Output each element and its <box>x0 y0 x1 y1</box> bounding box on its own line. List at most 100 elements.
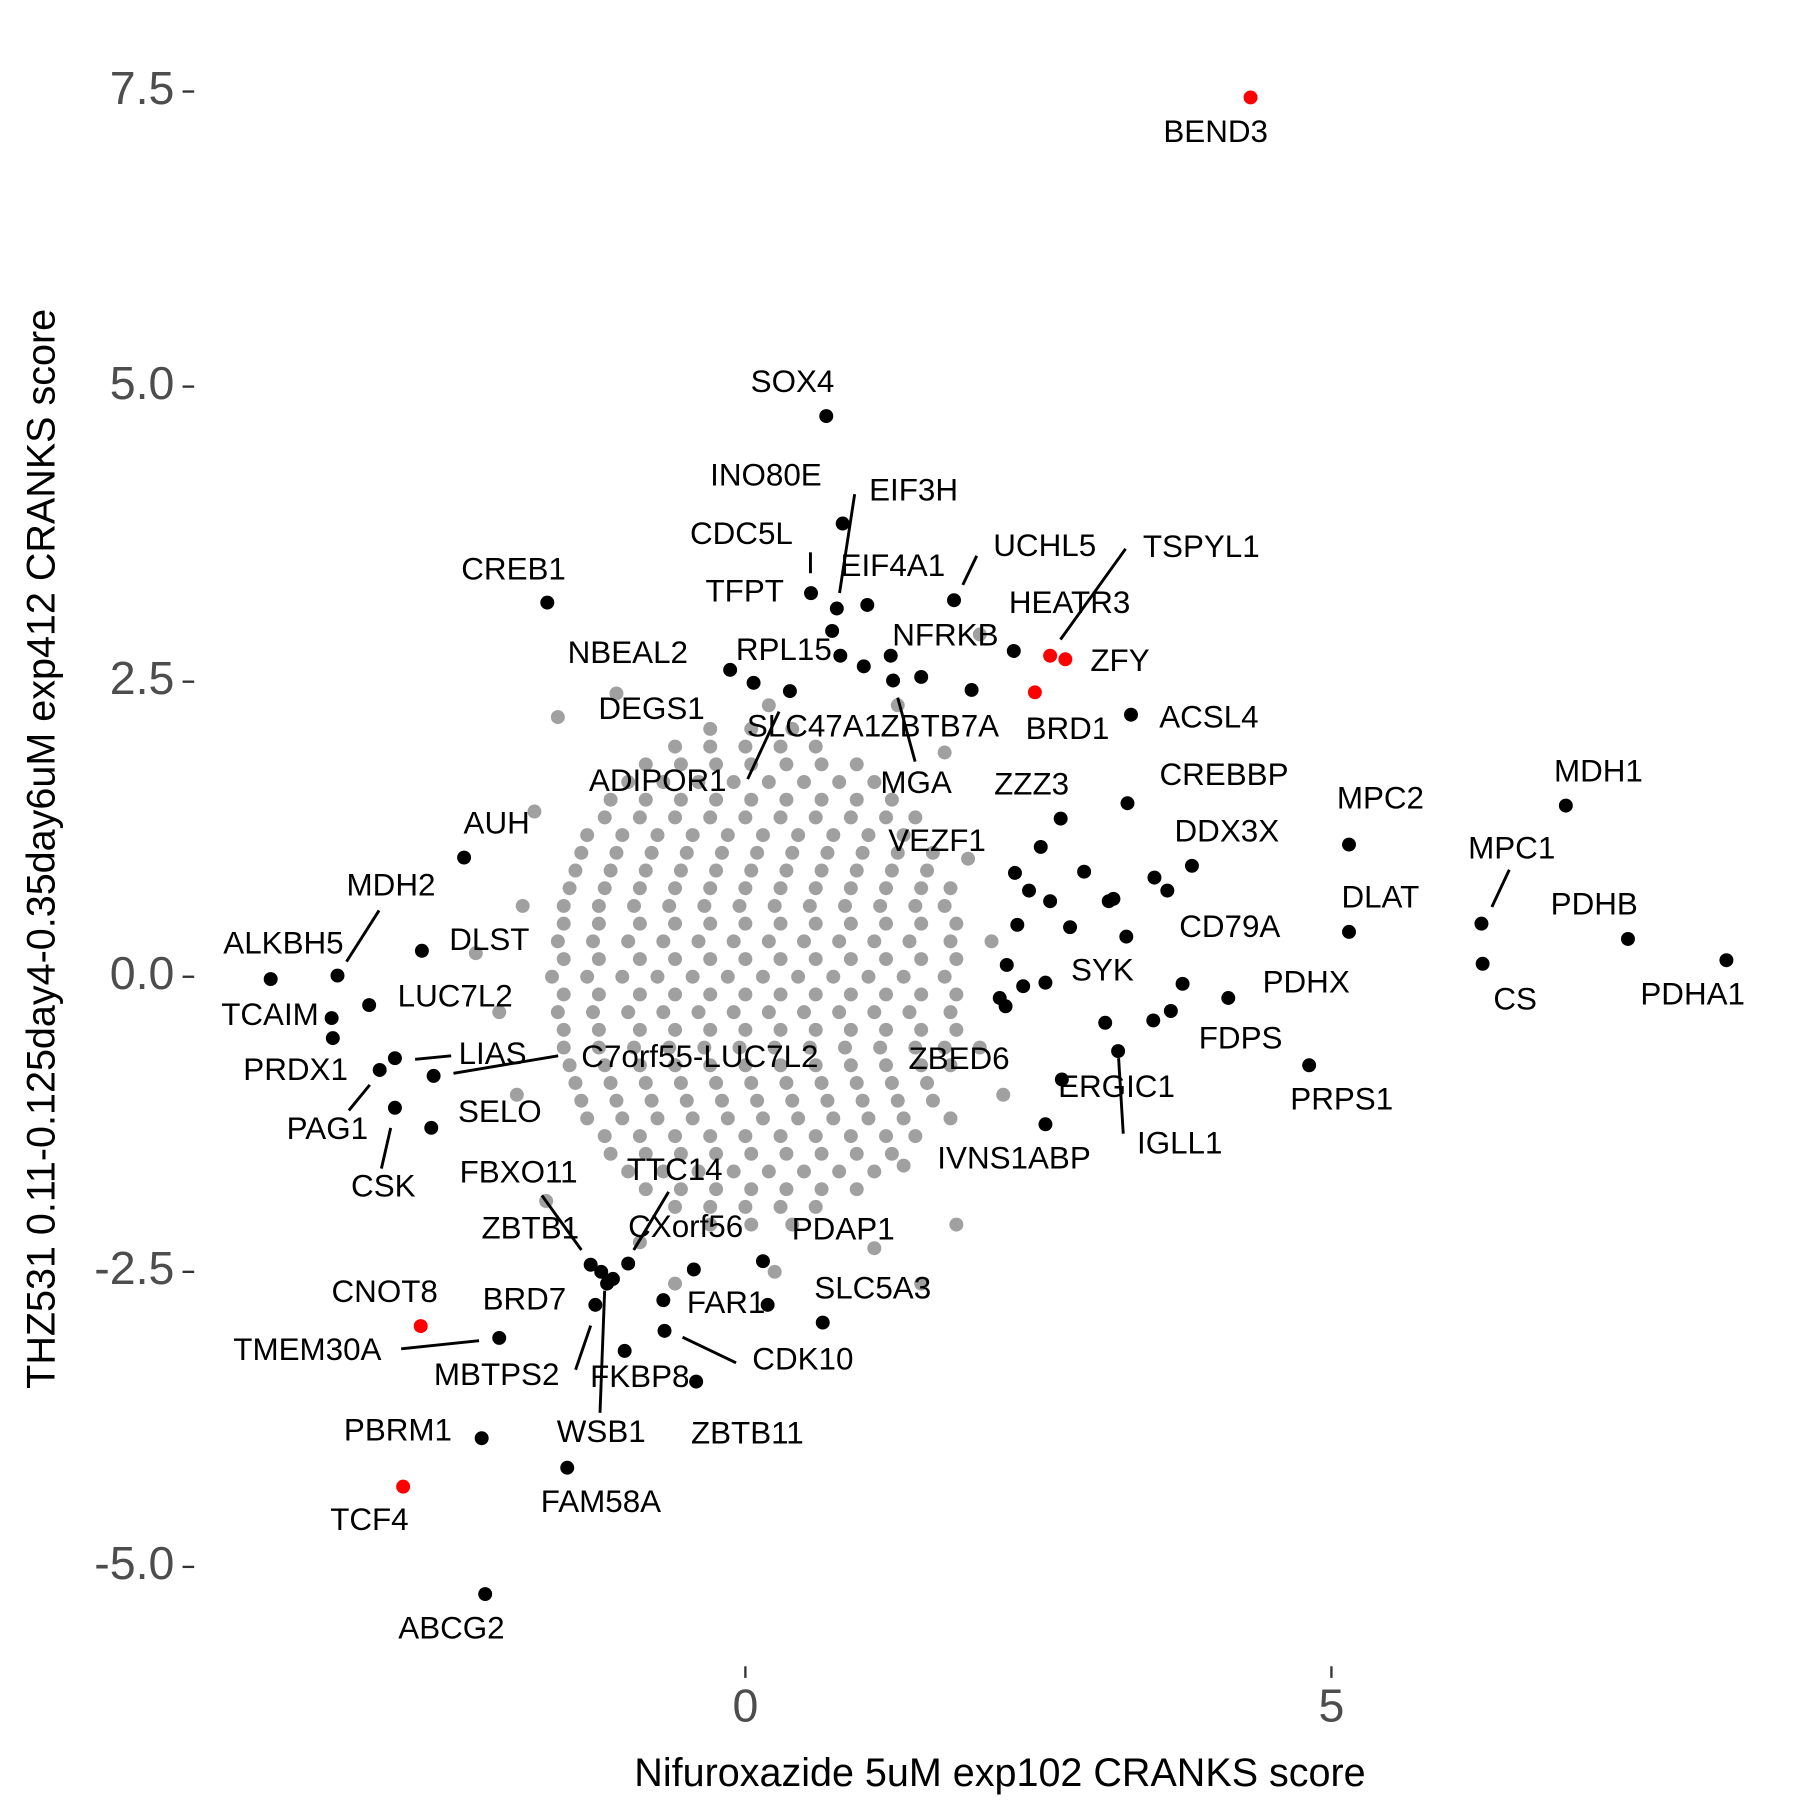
point <box>779 1182 794 1197</box>
point <box>709 1146 724 1161</box>
point <box>843 1129 858 1144</box>
point <box>984 934 999 949</box>
point <box>908 898 923 913</box>
y-tick-label: 5.0 <box>110 357 175 409</box>
point <box>673 792 688 807</box>
point <box>726 934 741 949</box>
point <box>744 1076 759 1090</box>
point <box>896 828 911 843</box>
point <box>1184 858 1199 873</box>
point <box>896 969 911 984</box>
point <box>679 845 694 860</box>
point <box>949 916 964 931</box>
point <box>782 684 797 699</box>
point <box>861 828 876 843</box>
point <box>773 810 788 825</box>
point <box>1620 932 1635 946</box>
point <box>656 1164 671 1179</box>
point-label: CDK10 <box>752 1341 853 1376</box>
point <box>1243 90 1258 105</box>
point <box>668 1276 683 1291</box>
point <box>621 775 636 789</box>
point <box>562 1058 577 1073</box>
leader-line <box>632 1191 670 1251</box>
point <box>914 952 929 967</box>
point <box>615 969 630 984</box>
point <box>808 1199 823 1214</box>
point <box>656 1005 671 1020</box>
point <box>387 1051 402 1066</box>
point <box>855 845 870 860</box>
point <box>808 1129 823 1144</box>
point-label: TCF4 <box>330 1502 408 1537</box>
point <box>668 810 683 825</box>
point <box>597 881 612 896</box>
point <box>843 987 858 1002</box>
point <box>890 845 905 860</box>
point-label: CNOT8 <box>332 1274 438 1309</box>
point-label: TCAIM <box>221 997 319 1032</box>
point <box>723 662 738 677</box>
y-tick-label: 2.5 <box>110 652 175 704</box>
point <box>855 1093 870 1108</box>
point <box>703 952 718 967</box>
point <box>947 593 961 608</box>
point <box>615 1111 630 1126</box>
point <box>703 721 718 736</box>
point <box>738 952 753 967</box>
point <box>644 845 659 860</box>
point <box>691 775 706 789</box>
point <box>621 1005 636 1020</box>
point <box>833 648 848 663</box>
point <box>1175 976 1190 991</box>
point <box>703 916 718 931</box>
point <box>1027 685 1042 700</box>
point <box>1010 917 1025 932</box>
point <box>703 987 718 1002</box>
point <box>609 686 624 701</box>
point <box>779 863 794 878</box>
point <box>714 1093 729 1108</box>
point-label: CS <box>1493 981 1537 1016</box>
point <box>937 969 952 984</box>
point <box>583 1257 598 1272</box>
point <box>879 952 894 967</box>
point <box>808 952 823 967</box>
point <box>738 739 753 754</box>
point <box>644 1093 659 1108</box>
point <box>691 1005 706 1020</box>
point <box>668 952 683 967</box>
point <box>330 968 345 983</box>
point <box>849 1146 864 1161</box>
point <box>819 409 834 424</box>
point-label: FBXO11 <box>460 1154 578 1189</box>
point-label: BEND3 <box>1163 114 1268 149</box>
point-label: FKBP8 <box>590 1359 689 1394</box>
point <box>879 1058 894 1073</box>
point <box>372 1063 387 1077</box>
point-label: PDAP1 <box>792 1211 895 1246</box>
point <box>1719 953 1734 968</box>
leader-line <box>1059 547 1127 641</box>
point <box>632 881 647 896</box>
point <box>867 934 882 949</box>
point <box>744 1146 759 1161</box>
point <box>797 1005 811 1020</box>
point <box>679 1093 694 1108</box>
point <box>890 1093 905 1108</box>
point <box>761 775 776 789</box>
point <box>949 1022 964 1037</box>
point <box>574 845 589 860</box>
point-label: ADIPOR1 <box>589 763 727 798</box>
point <box>808 1022 823 1037</box>
point <box>656 775 671 789</box>
leader-line <box>414 1054 452 1061</box>
point <box>1111 1044 1126 1059</box>
point-label: RPL15 <box>736 632 832 667</box>
x-tick-label: 0 <box>732 1680 758 1732</box>
point <box>838 898 852 913</box>
point <box>779 792 794 807</box>
point-label: SELO <box>458 1094 542 1129</box>
point <box>886 673 901 688</box>
point <box>556 916 571 931</box>
